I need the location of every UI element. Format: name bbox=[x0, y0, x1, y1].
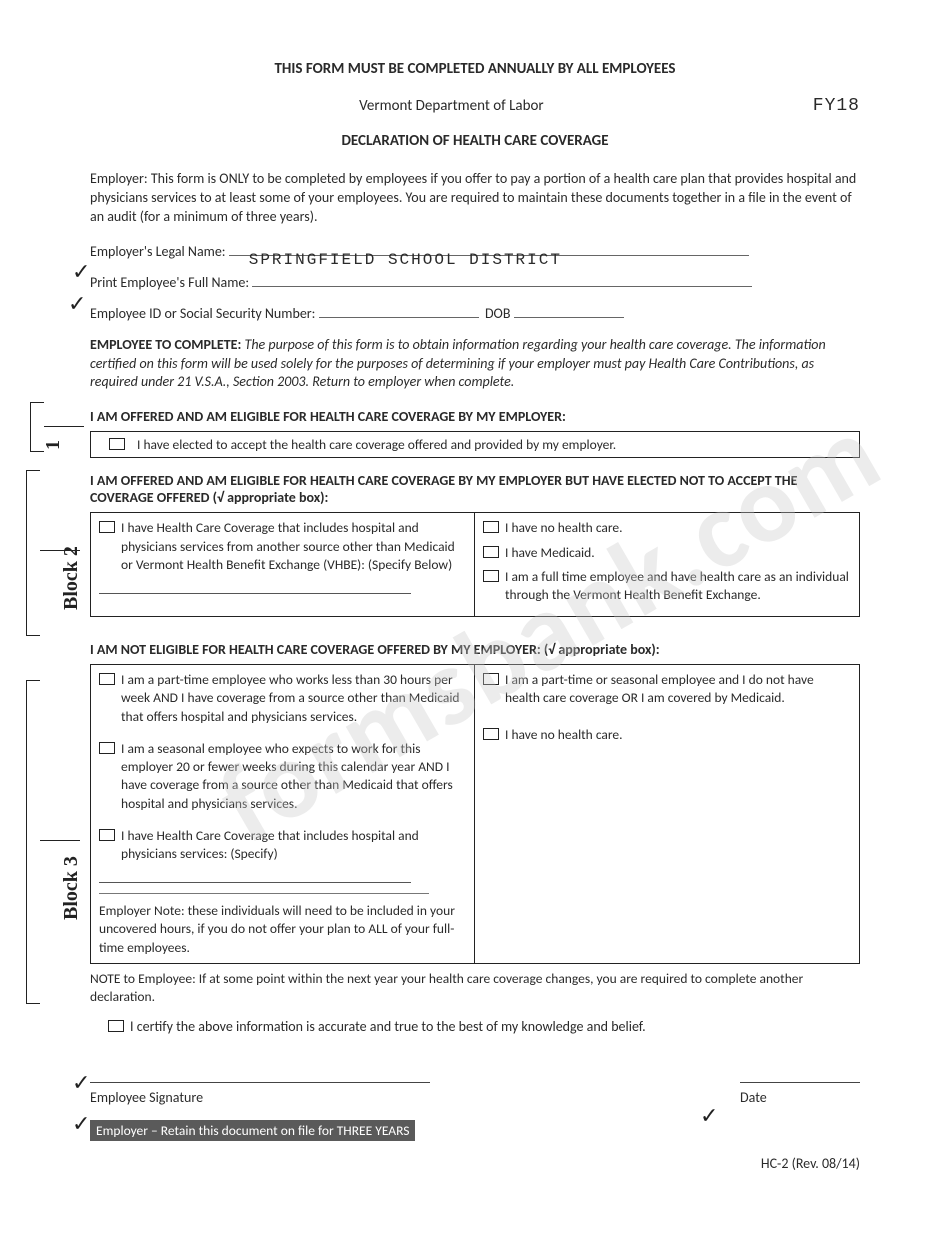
block2-right-opt3[interactable]: I am a full time employee and have healt… bbox=[483, 568, 851, 604]
block2-specify-line[interactable] bbox=[99, 580, 411, 594]
block1-option-text: I have elected to accept the health care… bbox=[137, 436, 616, 453]
block2-right1-text: I have no health care. bbox=[505, 519, 623, 537]
side-label-block3: Block 3 bbox=[60, 856, 83, 920]
note-to-employee: NOTE to Employee: If at some point withi… bbox=[90, 970, 860, 1006]
block2-right2-text: I have Medicaid. bbox=[505, 544, 595, 562]
fiscal-year: FY18 bbox=[813, 96, 860, 116]
employee-id-label: Employee ID or Social Security Number: bbox=[90, 305, 315, 322]
employee-id-input[interactable] bbox=[319, 317, 479, 318]
block1-option-row[interactable]: I have elected to accept the health care… bbox=[90, 431, 860, 458]
employee-id-row[interactable]: Employee ID or Social Security Number: D… bbox=[90, 305, 860, 322]
checkbox-other-source[interactable] bbox=[99, 521, 115, 533]
checkbox-medicaid[interactable] bbox=[483, 546, 499, 558]
block2-left-text: I have Health Care Coverage that include… bbox=[121, 519, 466, 574]
block3-right-opt2[interactable]: I have no health care. bbox=[483, 726, 851, 744]
side-label-block2: Block 2 bbox=[60, 546, 83, 610]
checkbox-accept-coverage[interactable] bbox=[109, 438, 125, 450]
employee-name-label: Print Employee's Full Name: bbox=[90, 274, 249, 291]
employee-name-input[interactable] bbox=[252, 286, 752, 287]
employee-complete-label: EMPLOYEE TO COMPLETE: bbox=[90, 336, 241, 353]
employee-name-row[interactable]: Print Employee's Full Name: bbox=[90, 274, 860, 291]
retain-banner: Employer – Retain this document on file … bbox=[90, 1120, 415, 1141]
signature-line[interactable] bbox=[90, 1065, 430, 1083]
block2-right3-text: I am a full time employee and have healt… bbox=[505, 568, 851, 604]
block1-heading: I AM OFFERED AND AM ELIGIBLE FOR HEALTH … bbox=[90, 408, 860, 425]
block3-left-opt1[interactable]: I am a part-time employee who works less… bbox=[99, 671, 466, 726]
dob-input[interactable] bbox=[514, 317, 624, 318]
employer-legal-name-label: Employer's Legal Name: bbox=[90, 243, 226, 260]
bracket-1 bbox=[30, 402, 44, 452]
bracket-3 bbox=[26, 680, 40, 1004]
block3-right1-text: I am a part-time or seasonal employee an… bbox=[505, 671, 851, 707]
employer-instruction: Employer: This form is ONLY to be comple… bbox=[90, 170, 860, 227]
checkbox-pt-seasonal-uncovered[interactable] bbox=[483, 673, 499, 685]
revision-code: HC-2 (Rev. 08/14) bbox=[90, 1155, 860, 1172]
block2-left-opt[interactable]: I have Health Care Coverage that include… bbox=[99, 519, 466, 574]
checkbox-certify[interactable] bbox=[108, 1020, 124, 1032]
checkmark-date: ✓ bbox=[700, 1102, 718, 1129]
checkbox-no-health-care[interactable] bbox=[483, 521, 499, 533]
block3-right-opt1[interactable]: I am a part-time or seasonal employee an… bbox=[483, 671, 851, 707]
employer-legal-name-row: Employer's Legal Name: SPRINGFIELD SCHOO… bbox=[90, 243, 860, 260]
block3-heading: I AM NOT ELIGIBLE FOR HEALTH CARE COVERA… bbox=[90, 641, 860, 658]
block3-employer-note: Employer Note: these individuals will ne… bbox=[99, 902, 466, 957]
title-must-complete: THIS FORM MUST BE COMPLETED ANNUALLY BY … bbox=[90, 60, 860, 78]
checkbox-no-health-care-2[interactable] bbox=[483, 728, 499, 740]
block3-left-opt2[interactable]: I am a seasonal employee who expects to … bbox=[99, 740, 466, 813]
date-label: Date bbox=[740, 1089, 860, 1106]
employer-legal-name-value: SPRINGFIELD SCHOOL DISTRICT bbox=[249, 251, 562, 269]
checkbox-vhbe-individual[interactable] bbox=[483, 570, 499, 582]
side-label-block1: 1 bbox=[42, 440, 65, 450]
block3-right2-text: I have no health care. bbox=[505, 726, 623, 744]
signature-label: Employee Signature bbox=[90, 1089, 430, 1106]
checkbox-parttime-covered[interactable] bbox=[99, 673, 115, 685]
block3-left2-text: I am a seasonal employee who expects to … bbox=[121, 740, 466, 813]
declaration-title: DECLARATION OF HEALTH CARE COVERAGE bbox=[90, 132, 860, 150]
block2-right-opt2[interactable]: I have Medicaid. bbox=[483, 544, 851, 562]
bracket-2 bbox=[26, 470, 40, 636]
block3-left3-text: I have Health Care Coverage that include… bbox=[121, 827, 466, 863]
checkbox-other-coverage-specify[interactable] bbox=[99, 829, 115, 841]
checkmark-id: ✓ bbox=[68, 290, 86, 317]
block2-right-opt1[interactable]: I have no health care. bbox=[483, 519, 851, 537]
date-line[interactable] bbox=[740, 1065, 860, 1083]
divider-line bbox=[99, 893, 429, 894]
dob-label: DOB bbox=[485, 305, 511, 322]
agency-name: Vermont Department of Labor bbox=[90, 97, 813, 115]
arrow-3 bbox=[40, 840, 80, 841]
checkbox-seasonal-covered[interactable] bbox=[99, 742, 115, 754]
arrow-1 bbox=[44, 426, 84, 427]
block3-left1-text: I am a part-time employee who works less… bbox=[121, 671, 466, 726]
certify-row[interactable]: I certify the above information is accur… bbox=[90, 1018, 860, 1035]
block3-box: I am a part-time employee who works less… bbox=[90, 664, 860, 964]
block2-heading: I AM OFFERED AND AM ELIGIBLE FOR HEALTH … bbox=[90, 472, 860, 506]
block3-specify-line[interactable] bbox=[99, 869, 411, 883]
checkmark-sig: ✓ bbox=[72, 1110, 90, 1137]
arrow-2 bbox=[40, 550, 80, 551]
employee-to-complete: EMPLOYEE TO COMPLETE: The purpose of thi… bbox=[90, 336, 860, 393]
checkmark-name: ✓ bbox=[72, 258, 90, 285]
certify-text: I certify the above information is accur… bbox=[130, 1018, 646, 1035]
block2-box: I have Health Care Coverage that include… bbox=[90, 512, 860, 617]
block3-left-opt3[interactable]: I have Health Care Coverage that include… bbox=[99, 827, 466, 863]
checkmark-certify: ✓ bbox=[72, 1069, 90, 1096]
